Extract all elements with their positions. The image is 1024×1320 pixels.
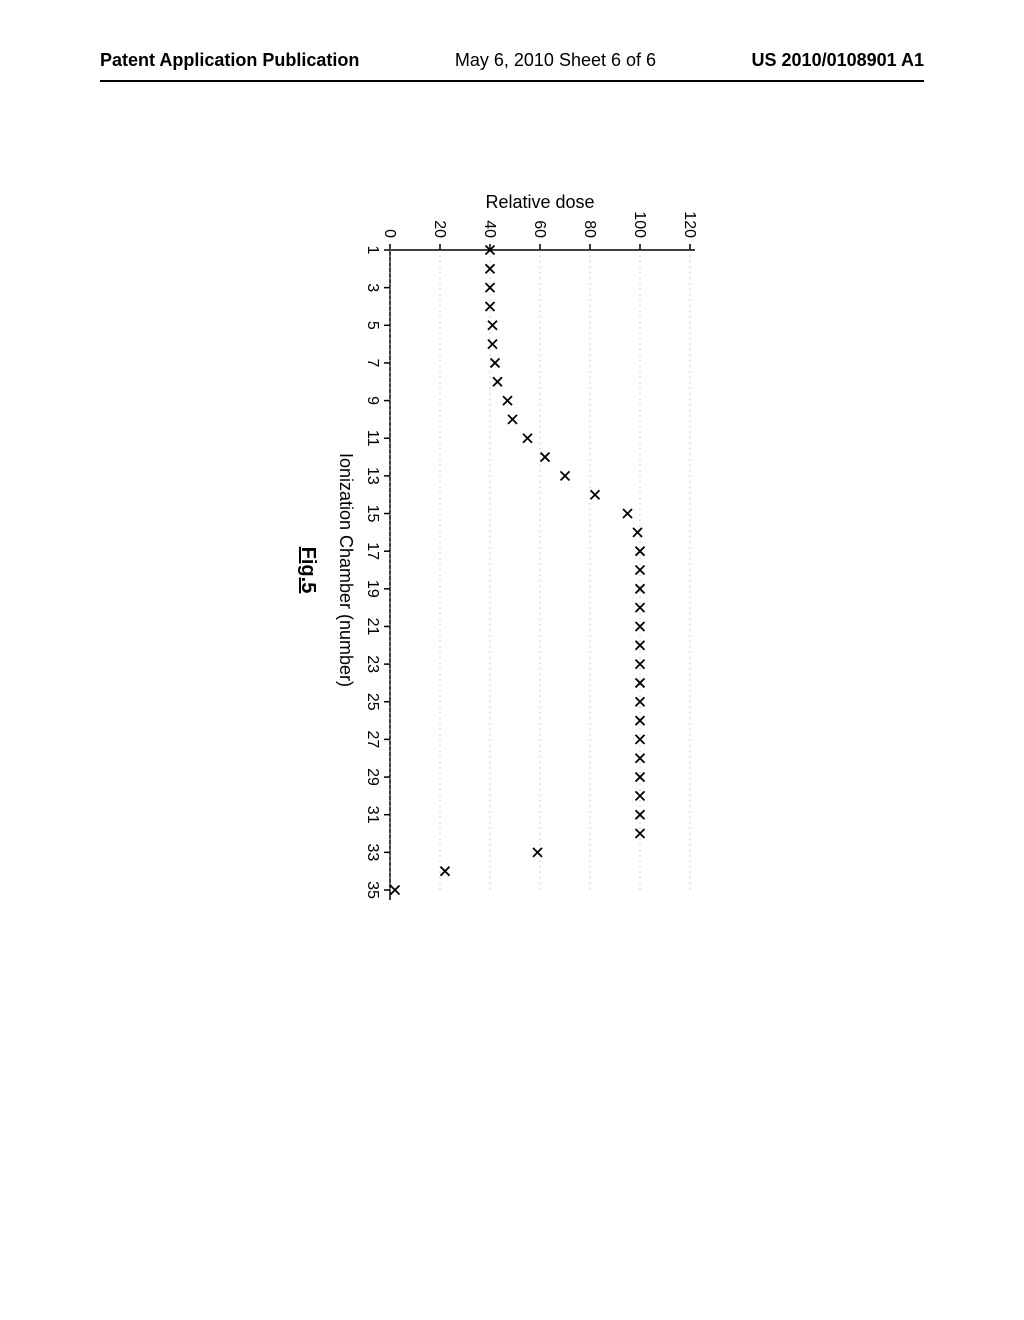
svg-text:60: 60 <box>531 220 548 238</box>
header-publication: Patent Application Publication <box>100 50 359 71</box>
scatter-chart: 0204060801001201357911131517192123252729… <box>150 180 910 1140</box>
page-header: Patent Application Publication May 6, 20… <box>0 50 1024 71</box>
svg-text:80: 80 <box>581 220 598 238</box>
svg-text:20: 20 <box>431 220 448 238</box>
svg-text:Ionization Chamber (number): Ionization Chamber (number) <box>336 453 356 687</box>
svg-text:5: 5 <box>364 321 381 330</box>
svg-text:23: 23 <box>364 655 381 673</box>
svg-text:21: 21 <box>364 618 381 636</box>
svg-text:3: 3 <box>364 283 381 292</box>
figure-container: 0204060801001201357911131517192123252729… <box>150 180 850 1080</box>
svg-text:31: 31 <box>364 806 381 824</box>
svg-text:100: 100 <box>631 211 648 238</box>
svg-text:19: 19 <box>364 580 381 598</box>
svg-text:1: 1 <box>364 246 381 255</box>
header-patent-number: US 2010/0108901 A1 <box>752 50 924 71</box>
svg-text:29: 29 <box>364 768 381 786</box>
svg-text:120: 120 <box>681 211 698 238</box>
svg-text:9: 9 <box>364 396 381 405</box>
svg-text:Fig.5: Fig.5 <box>297 547 319 594</box>
svg-text:Relative dose: Relative dose <box>485 192 594 212</box>
svg-text:27: 27 <box>364 731 381 749</box>
svg-text:17: 17 <box>364 542 381 560</box>
svg-text:35: 35 <box>364 881 381 899</box>
svg-text:13: 13 <box>364 467 381 485</box>
header-date-sheet: May 6, 2010 Sheet 6 of 6 <box>455 50 656 71</box>
svg-text:15: 15 <box>364 505 381 523</box>
svg-text:25: 25 <box>364 693 381 711</box>
header-divider <box>100 80 924 82</box>
svg-text:33: 33 <box>364 843 381 861</box>
svg-text:11: 11 <box>364 430 381 447</box>
svg-text:7: 7 <box>364 358 381 367</box>
svg-text:40: 40 <box>481 220 498 238</box>
svg-text:0: 0 <box>381 229 398 238</box>
